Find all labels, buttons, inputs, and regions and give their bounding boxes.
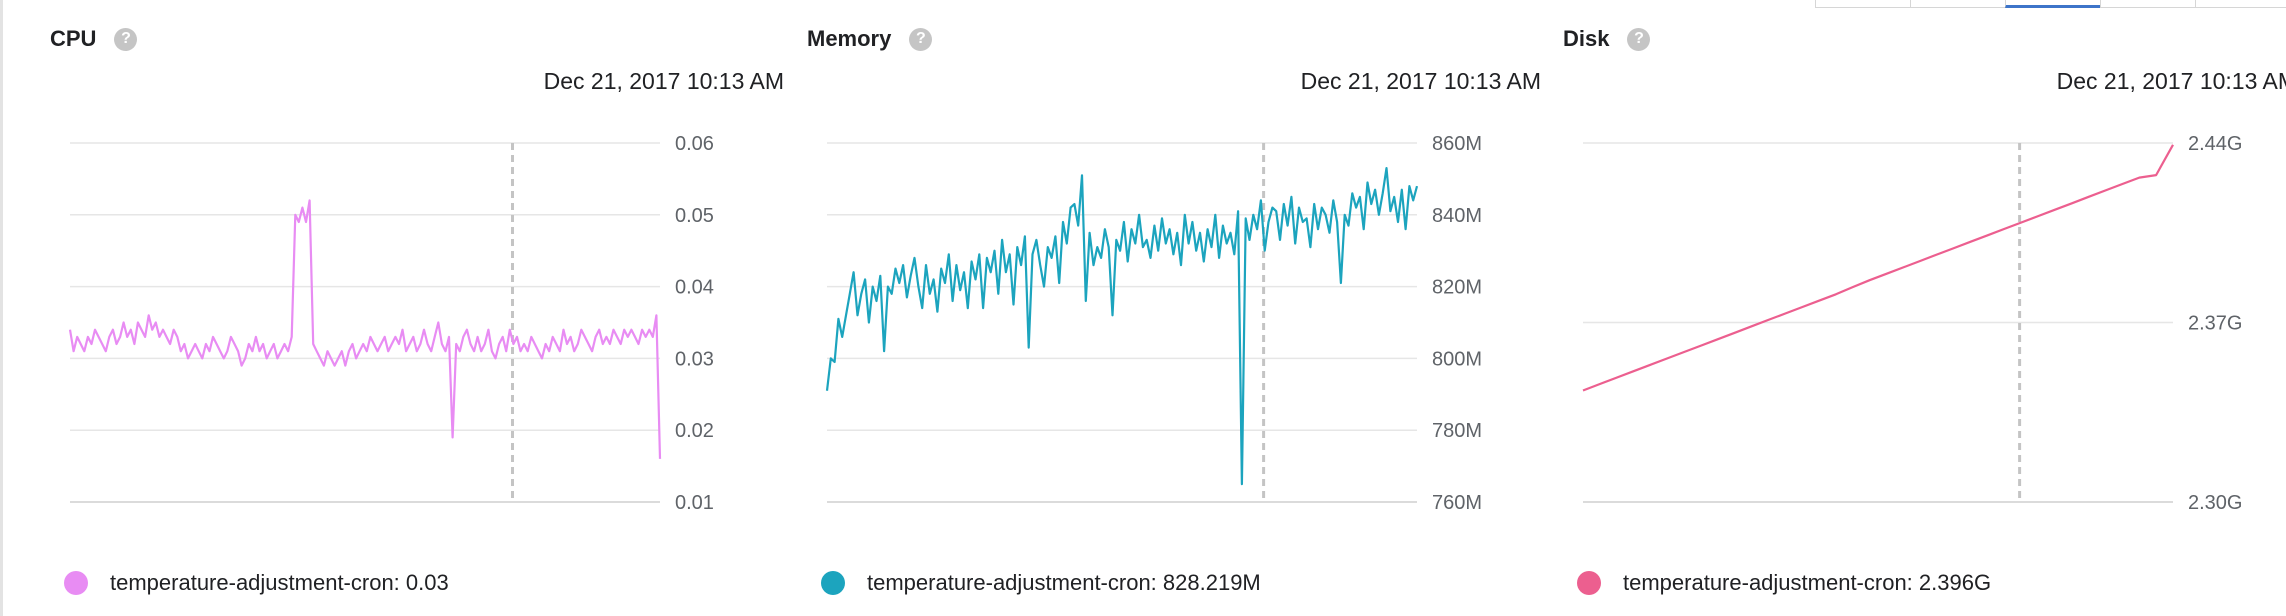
panel-title-text: Disk	[1563, 26, 1610, 51]
help-icon[interactable]: ?	[909, 27, 933, 51]
legend-label: temperature-adjustment-cron: 2.396G	[1623, 570, 1992, 595]
series-line	[1582, 144, 2174, 392]
legend-label: temperature-adjustment-cron: 828.219M	[867, 570, 1261, 595]
cpu-panel: CPU ? Dec 21, 2017 10:13 AM 0.06 0.05 0.04…	[50, 0, 806, 616]
disk-panel: Disk ? Dec 21, 2017 10:13 AM 2.44G 2.37G 2…	[1563, 0, 2286, 616]
memory-chart[interactable]: 860M 840M 820M 800M 780M 760M	[807, 0, 1563, 560]
cpu-chart[interactable]: 0.06 0.05 0.04 0.03 0.02 0.01	[50, 0, 806, 560]
series-line	[825, 167, 1419, 486]
y-tick-label: 860M	[1432, 133, 1482, 155]
help-icon[interactable]: ?	[114, 27, 138, 51]
legend-swatch	[1577, 571, 1601, 595]
memory-panel: Memory ? Dec 21, 2017 10:13 AM 860M 840M 8…	[807, 0, 1563, 616]
y-tick-label: 800M	[1432, 348, 1482, 370]
disk-chart[interactable]: 2.44G 2.37G 2.30G	[1563, 0, 2286, 560]
y-tick-label: 760M	[1432, 492, 1482, 514]
y-tick-label: 840M	[1432, 205, 1482, 227]
y-tick-label: 2.44G	[2188, 133, 2242, 155]
timestamp: Dec 21, 2017 10:13 AM	[543, 68, 784, 94]
timestamp: Dec 21, 2017 10:13 AM	[1300, 68, 1541, 94]
y-tick-label: 0.06	[675, 133, 714, 155]
panel-title: Memory ?	[807, 26, 933, 52]
y-tick-label: 2.37G	[2188, 313, 2242, 335]
legend-swatch	[64, 571, 88, 595]
timestamp: Dec 21, 2017 10:13 AM	[2056, 68, 2286, 94]
y-tick-label: 2.30G	[2188, 492, 2242, 514]
legend[interactable]: temperature-adjustment-cron: 828.219M	[821, 570, 1261, 596]
legend-label: temperature-adjustment-cron: 0.03	[110, 570, 449, 595]
series-line	[68, 199, 662, 459]
y-tick-label: 820M	[1432, 277, 1482, 299]
y-tick-label: 780M	[1432, 420, 1482, 442]
y-tick-label: 0.04	[675, 277, 714, 299]
legend[interactable]: temperature-adjustment-cron: 2.396G	[1577, 570, 1991, 596]
panel-title-text: CPU	[50, 26, 97, 51]
panel-title: CPU ?	[50, 26, 138, 52]
legend[interactable]: temperature-adjustment-cron: 0.03	[64, 570, 449, 596]
time-range-tab[interactable]	[2195, 0, 2286, 8]
y-tick-label: 0.05	[675, 205, 714, 227]
help-icon[interactable]: ?	[1627, 27, 1651, 51]
y-tick-label: 0.01	[675, 492, 714, 514]
y-tick-label: 0.03	[675, 348, 714, 370]
panel-title-text: Memory	[807, 26, 892, 51]
left-border	[0, 0, 3, 616]
time-range-tabs	[1815, 0, 2286, 9]
y-tick-label: 0.02	[675, 420, 714, 442]
legend-swatch	[821, 571, 845, 595]
panel-title: Disk ?	[1563, 26, 1651, 52]
